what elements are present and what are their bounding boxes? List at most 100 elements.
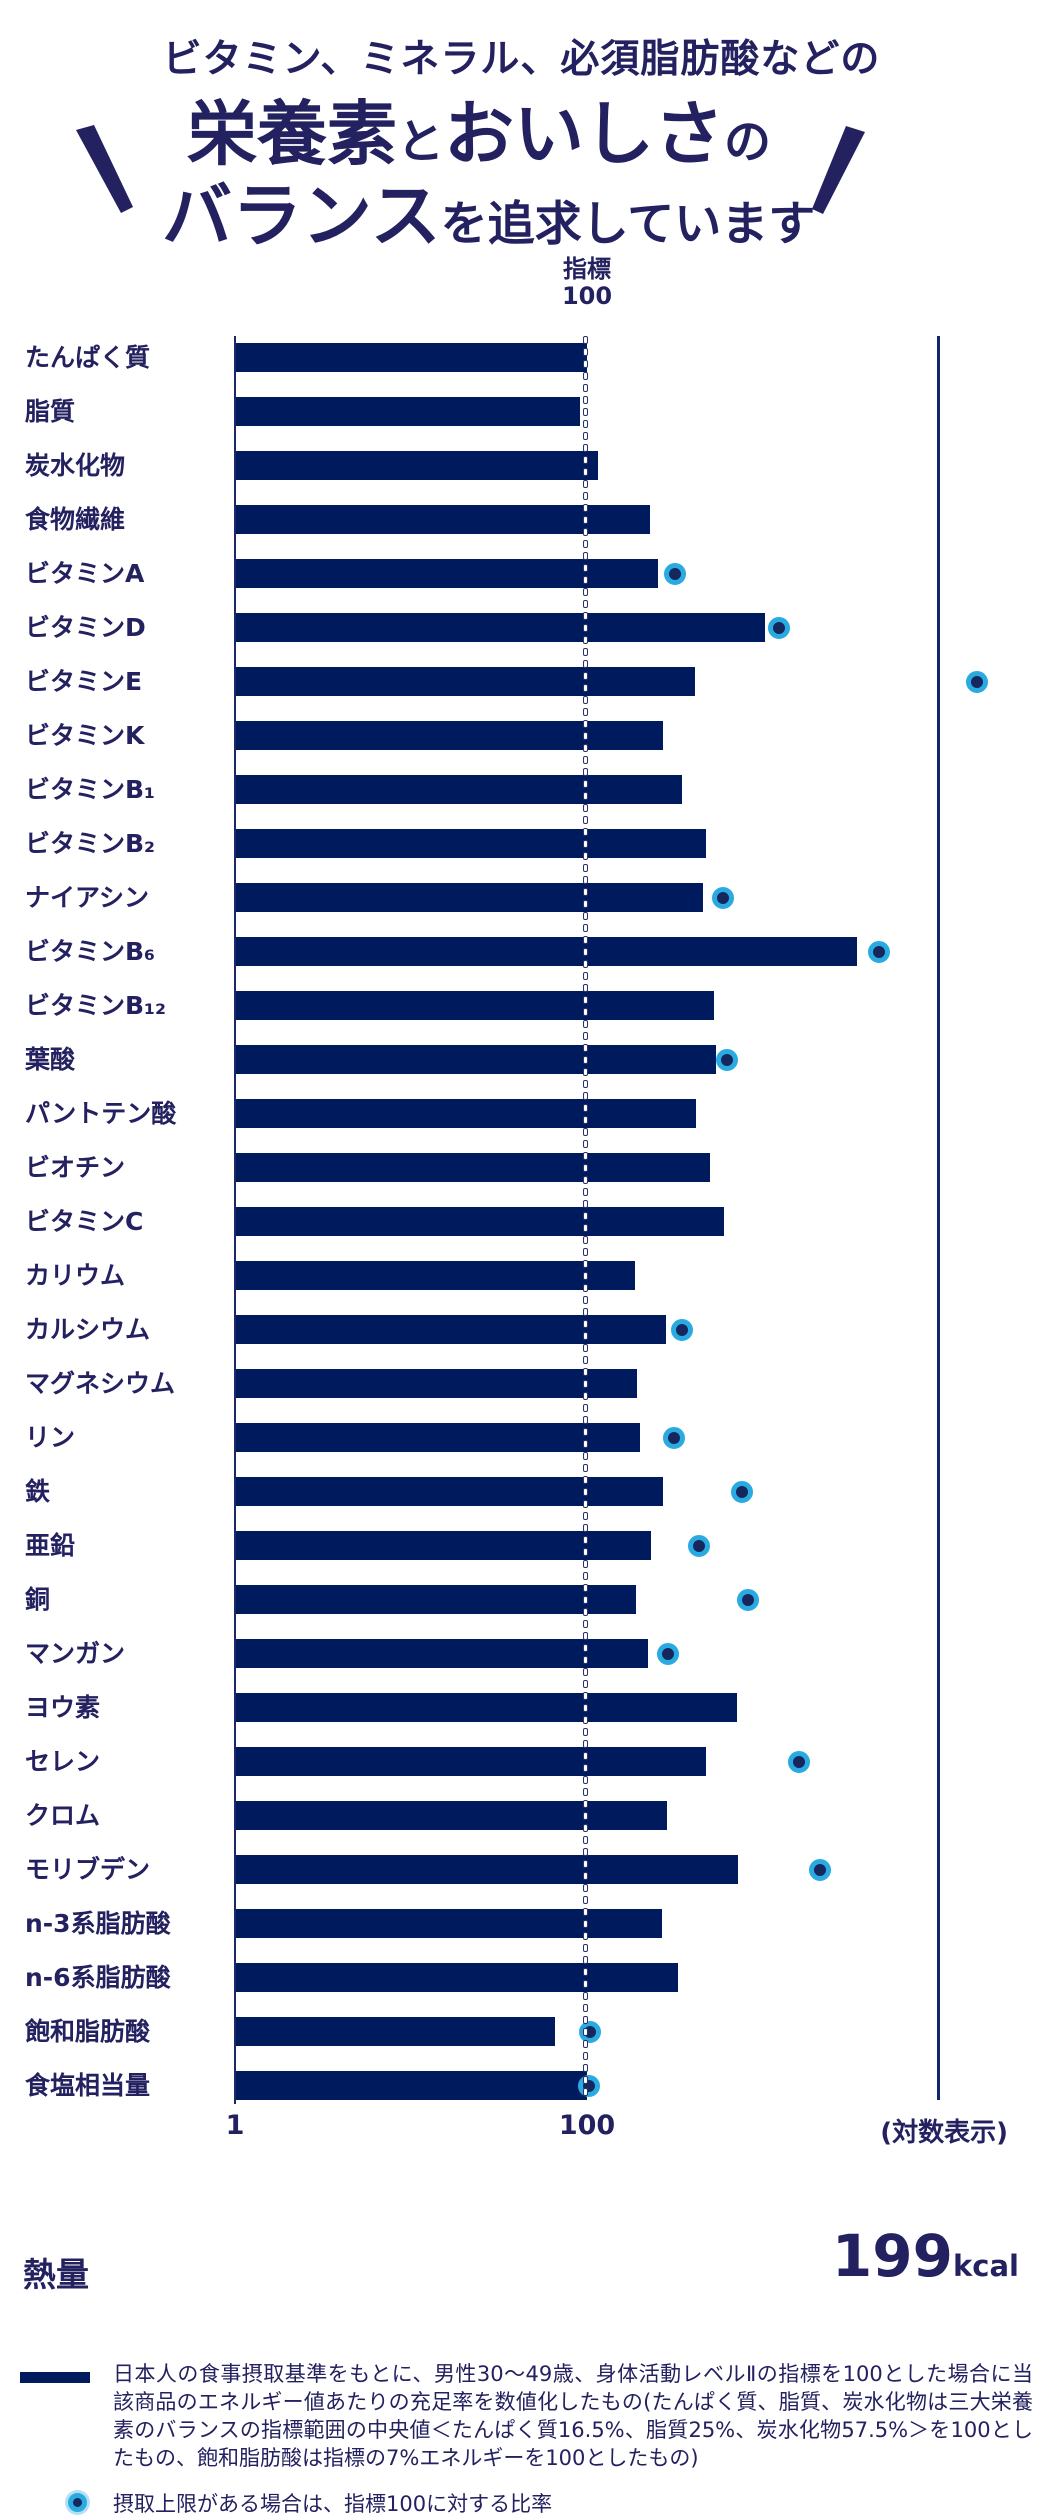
nutrient-bar: [236, 1909, 663, 1938]
index-100-dash: [583, 552, 588, 560]
nutrient-label: ビタミンB₁₂: [25, 990, 166, 1020]
index-100-dash: [583, 1080, 588, 1088]
index-100-dash: [583, 744, 588, 752]
index-100-dash: [583, 828, 588, 836]
index-100-dash: [583, 2016, 588, 2024]
index-100-dash: [583, 1344, 588, 1352]
index-100-dash: [583, 1236, 588, 1244]
axis-line-value-10000: [937, 336, 940, 2100]
index-100-dash: [583, 900, 588, 908]
index-100-dash: [583, 780, 588, 788]
title-line1: ビタミン、ミネラル、必須脂肪酸などの: [162, 37, 881, 82]
upper-limit-circle-icon: [712, 886, 735, 909]
index-100-dash: [583, 1008, 588, 1016]
index-100-dash: [583, 372, 588, 380]
index-100-dash: [583, 888, 588, 896]
nutrient-label: ビタミンC: [25, 1206, 144, 1236]
upper-limit-circle-icon: [767, 616, 790, 639]
nutrient-label: ヨウ素: [25, 1692, 101, 1722]
index-100-dash: [583, 1680, 588, 1688]
index-100-dash: [583, 804, 588, 812]
index-100-dash: [583, 1380, 588, 1388]
index-100-dash: [583, 1776, 588, 1784]
title-segment: 栄養素: [187, 93, 397, 175]
index-100-dash: [583, 1728, 588, 1736]
index-100-dash: [583, 1956, 588, 1964]
index-100-dash: [583, 1692, 588, 1700]
x-axis-log-note: (対数表示): [880, 2118, 1008, 2148]
nutrient-bar: [236, 1693, 738, 1722]
index-100-dash: [583, 1020, 588, 1028]
index-100-dash: [583, 1716, 588, 1724]
nutrient-bar: [236, 1153, 711, 1182]
index-100-dash: [583, 1032, 588, 1040]
index-100-dash: [583, 1572, 588, 1580]
nutrient-label: 飽和脂肪酸: [25, 2016, 151, 2046]
upper-limit-circle-icon: [731, 1480, 754, 1503]
index-100-dash: [583, 1812, 588, 1820]
index-100-dash: [583, 1668, 588, 1676]
nutrient-bar: [236, 505, 650, 534]
index-100-dash: [583, 1932, 588, 1940]
index-100-dash: [583, 1752, 588, 1760]
index-100-dash: [583, 420, 588, 428]
index-100-dash: [583, 1656, 588, 1664]
index-100-dash: [583, 564, 588, 572]
nutrient-label: ビタミンB₂: [25, 828, 156, 858]
index-100-dash: [583, 384, 588, 392]
index-100-dash: [583, 1608, 588, 1616]
index-100-dash: [583, 1440, 588, 1448]
slash-left-icon: [76, 125, 137, 217]
title-segment: の: [724, 115, 771, 170]
nutrient-label: n-6系脂肪酸: [25, 1962, 171, 1992]
index-100-dash: [583, 684, 588, 692]
nutrient-label: 食塩相当量: [25, 2070, 151, 2100]
index-100-dash: [583, 1548, 588, 1556]
nutrient-bar: [236, 1801, 668, 1830]
index-100-dash: [583, 1584, 588, 1592]
index-100-dash: [583, 1320, 588, 1328]
index-100-dash: [583, 1044, 588, 1052]
index-100-dash: [583, 816, 588, 824]
legend-upper-limit-circle-icon: [68, 2493, 87, 2512]
index-100-dash: [583, 1836, 588, 1844]
nutrient-bar: [236, 397, 580, 426]
nutrient-label: セレン: [25, 1746, 101, 1776]
index-100-dash: [583, 336, 588, 344]
index-100-dash: [583, 1788, 588, 1796]
nutrient-label: 炭水化物: [25, 450, 126, 480]
nutrient-bar: [236, 1423, 640, 1452]
index-100-dash: [583, 636, 588, 644]
index-100-dash: [583, 1116, 588, 1124]
index-100-dash: [583, 996, 588, 1004]
upper-limit-circle-icon: [688, 1534, 711, 1557]
legend-bar-swatch: [20, 2372, 90, 2383]
nutrient-bar: [236, 1531, 651, 1560]
nutrient-label: ビタミンE: [25, 666, 143, 696]
x-tick-1: 1: [225, 2110, 245, 2141]
index-100-dash: [583, 936, 588, 944]
nutrient-bar: [236, 775, 683, 804]
nutrient-bar: [236, 1261, 635, 1290]
index-100-dash: [583, 1212, 588, 1220]
index-100-dash: [583, 576, 588, 584]
index-100-dash: [583, 600, 588, 608]
nutrient-label: 銅: [25, 1584, 51, 1614]
index-100-dash: [583, 720, 588, 728]
index-100-dash: [583, 852, 588, 860]
nutrient-bar: [236, 721, 663, 750]
index-100-dash: [583, 1428, 588, 1436]
index-100-dash: [583, 1296, 588, 1304]
nutrient-label: ビタミンA: [25, 558, 145, 588]
index-100-dash: [583, 1140, 588, 1148]
x-tick-100: 100: [558, 2110, 616, 2141]
index-100-dash: [583, 696, 588, 704]
index-100-dash: [583, 1860, 588, 1868]
index-100-dash: [583, 924, 588, 932]
nutrient-label: ビタミンD: [25, 612, 146, 642]
nutrient-bar: [236, 2017, 556, 2046]
index-100-dash: [583, 1104, 588, 1112]
index-100-dash: [583, 1848, 588, 1856]
